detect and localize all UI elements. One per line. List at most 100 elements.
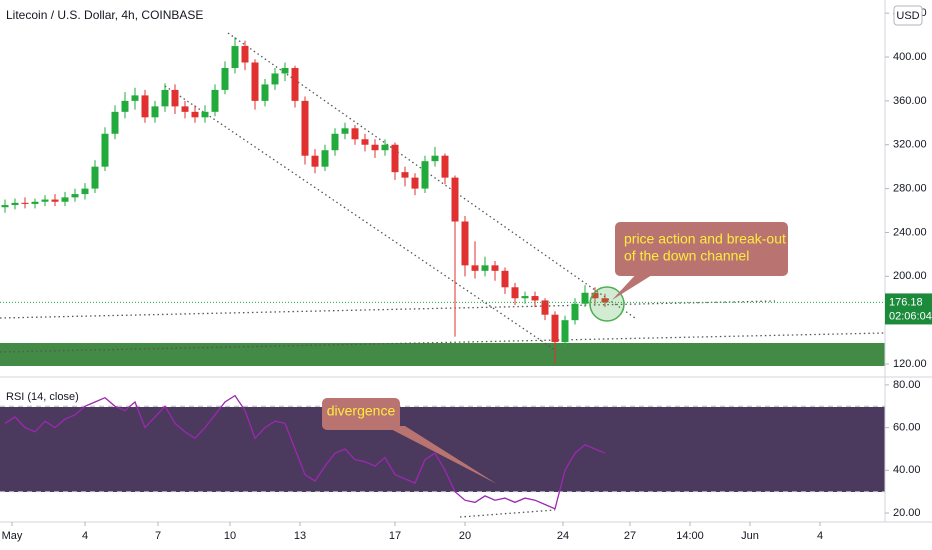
x-tick-label: 20 xyxy=(459,530,471,542)
candle-body xyxy=(221,67,229,90)
y-tick-label: 240.00 xyxy=(893,226,927,238)
candle-body xyxy=(81,188,89,195)
x-tick-label: Jun xyxy=(741,530,759,542)
candle-body xyxy=(421,161,429,189)
candle-body xyxy=(121,100,129,112)
candle-body xyxy=(291,67,299,101)
candle-body xyxy=(321,150,329,167)
x-tick-label: 14:00 xyxy=(676,530,704,542)
y-tick-label: 320.00 xyxy=(893,139,927,151)
candle-body xyxy=(211,89,219,112)
x-tick-label: 10 xyxy=(224,530,236,542)
y-tick-label: 200.00 xyxy=(893,270,927,282)
candle-body xyxy=(491,265,499,271)
candle-body xyxy=(601,298,609,303)
candle-body xyxy=(341,128,349,134)
callout-pointer xyxy=(612,270,660,300)
candle-body xyxy=(11,202,19,206)
candle-body xyxy=(501,270,509,288)
candle-body xyxy=(141,95,149,118)
chart-title: Litecoin / U.S. Dollar, 4h, COINBASE xyxy=(6,8,203,22)
candle-body xyxy=(281,67,289,74)
y-tick-label: 80.00 xyxy=(893,379,921,391)
candle-body xyxy=(561,320,569,343)
candle-body xyxy=(551,314,559,343)
x-tick-label: 4 xyxy=(817,530,823,542)
candle-body xyxy=(101,133,109,167)
annotation: of the down channel xyxy=(624,248,749,264)
candle-body xyxy=(441,155,449,178)
candle-body xyxy=(241,46,249,63)
candle-body xyxy=(311,155,319,167)
candle-body xyxy=(261,84,269,101)
rsi-band xyxy=(0,407,885,492)
candle-body xyxy=(21,202,29,204)
y-tick-label: 60.00 xyxy=(893,422,921,434)
y-tick-label: 400.00 xyxy=(893,51,927,63)
last-price-badge xyxy=(885,293,932,325)
candle-body xyxy=(521,296,529,299)
candle-body xyxy=(511,287,519,299)
candle-body xyxy=(171,89,179,107)
axis: 120.00 200.00 240.00 280.00 320.00 360.00 400.… xyxy=(2,7,932,542)
y-tick-label: 120.00 xyxy=(893,358,927,370)
candle-body xyxy=(541,300,549,315)
candle-body xyxy=(431,155,439,162)
candle-body xyxy=(381,144,389,151)
x-tick-label: 24 xyxy=(557,530,569,542)
y-tick-label: 360.00 xyxy=(893,95,927,107)
callout xyxy=(615,222,788,276)
candle-body xyxy=(361,139,369,145)
currency[interactable]: USD xyxy=(896,10,919,22)
y-tick-label: 20.00 xyxy=(893,507,921,519)
candle-body xyxy=(481,265,489,271)
candle-body xyxy=(191,111,199,118)
marks xyxy=(0,37,885,510)
candle-body xyxy=(581,292,589,304)
candle-body xyxy=(1,205,9,208)
x-tick-label: 27 xyxy=(624,530,636,542)
candle-body xyxy=(51,199,59,202)
y-tick-label: 40.00 xyxy=(893,464,921,476)
candle-body xyxy=(451,177,459,222)
candle-body xyxy=(91,166,99,189)
x-tick-label: 4 xyxy=(82,530,88,542)
candle-body xyxy=(31,201,39,204)
candle-body xyxy=(591,292,599,299)
candle-body xyxy=(111,111,119,134)
candle-body xyxy=(391,144,399,173)
candle-body xyxy=(371,144,379,151)
candle-body xyxy=(461,221,469,266)
candle-body xyxy=(181,106,189,112)
highlight-circle xyxy=(589,286,625,322)
candle-body xyxy=(571,303,579,321)
y-tick-label: 280.00 xyxy=(893,183,927,195)
candle-body xyxy=(271,73,279,85)
candle-body xyxy=(351,128,359,140)
candle-body xyxy=(61,197,69,202)
channel-lower xyxy=(164,85,556,351)
indicator-title: RSI (14, close) xyxy=(6,391,79,403)
annotation: divergence xyxy=(327,403,396,419)
candle-body xyxy=(301,100,309,156)
candle-body xyxy=(231,46,239,68)
channel-upper xyxy=(227,32,636,319)
rsi-line xyxy=(4,394,606,510)
candle-body xyxy=(251,62,259,101)
support-zone xyxy=(0,343,885,366)
x-tick-label: May xyxy=(2,530,23,542)
candle-body xyxy=(401,172,409,178)
countdown: 02:06:04 xyxy=(889,310,932,322)
annotation: price action and break-out xyxy=(624,231,786,247)
candle-body xyxy=(151,106,159,118)
candle-body xyxy=(201,111,209,118)
candle-body xyxy=(331,133,339,151)
candle-body xyxy=(531,296,539,301)
x-tick-label: 7 xyxy=(155,530,161,542)
candle-body xyxy=(71,194,79,198)
candle-body xyxy=(161,89,169,107)
currency-button[interactable] xyxy=(893,5,923,26)
candle-body xyxy=(411,177,419,189)
x-tick-label: 13 xyxy=(294,530,306,542)
